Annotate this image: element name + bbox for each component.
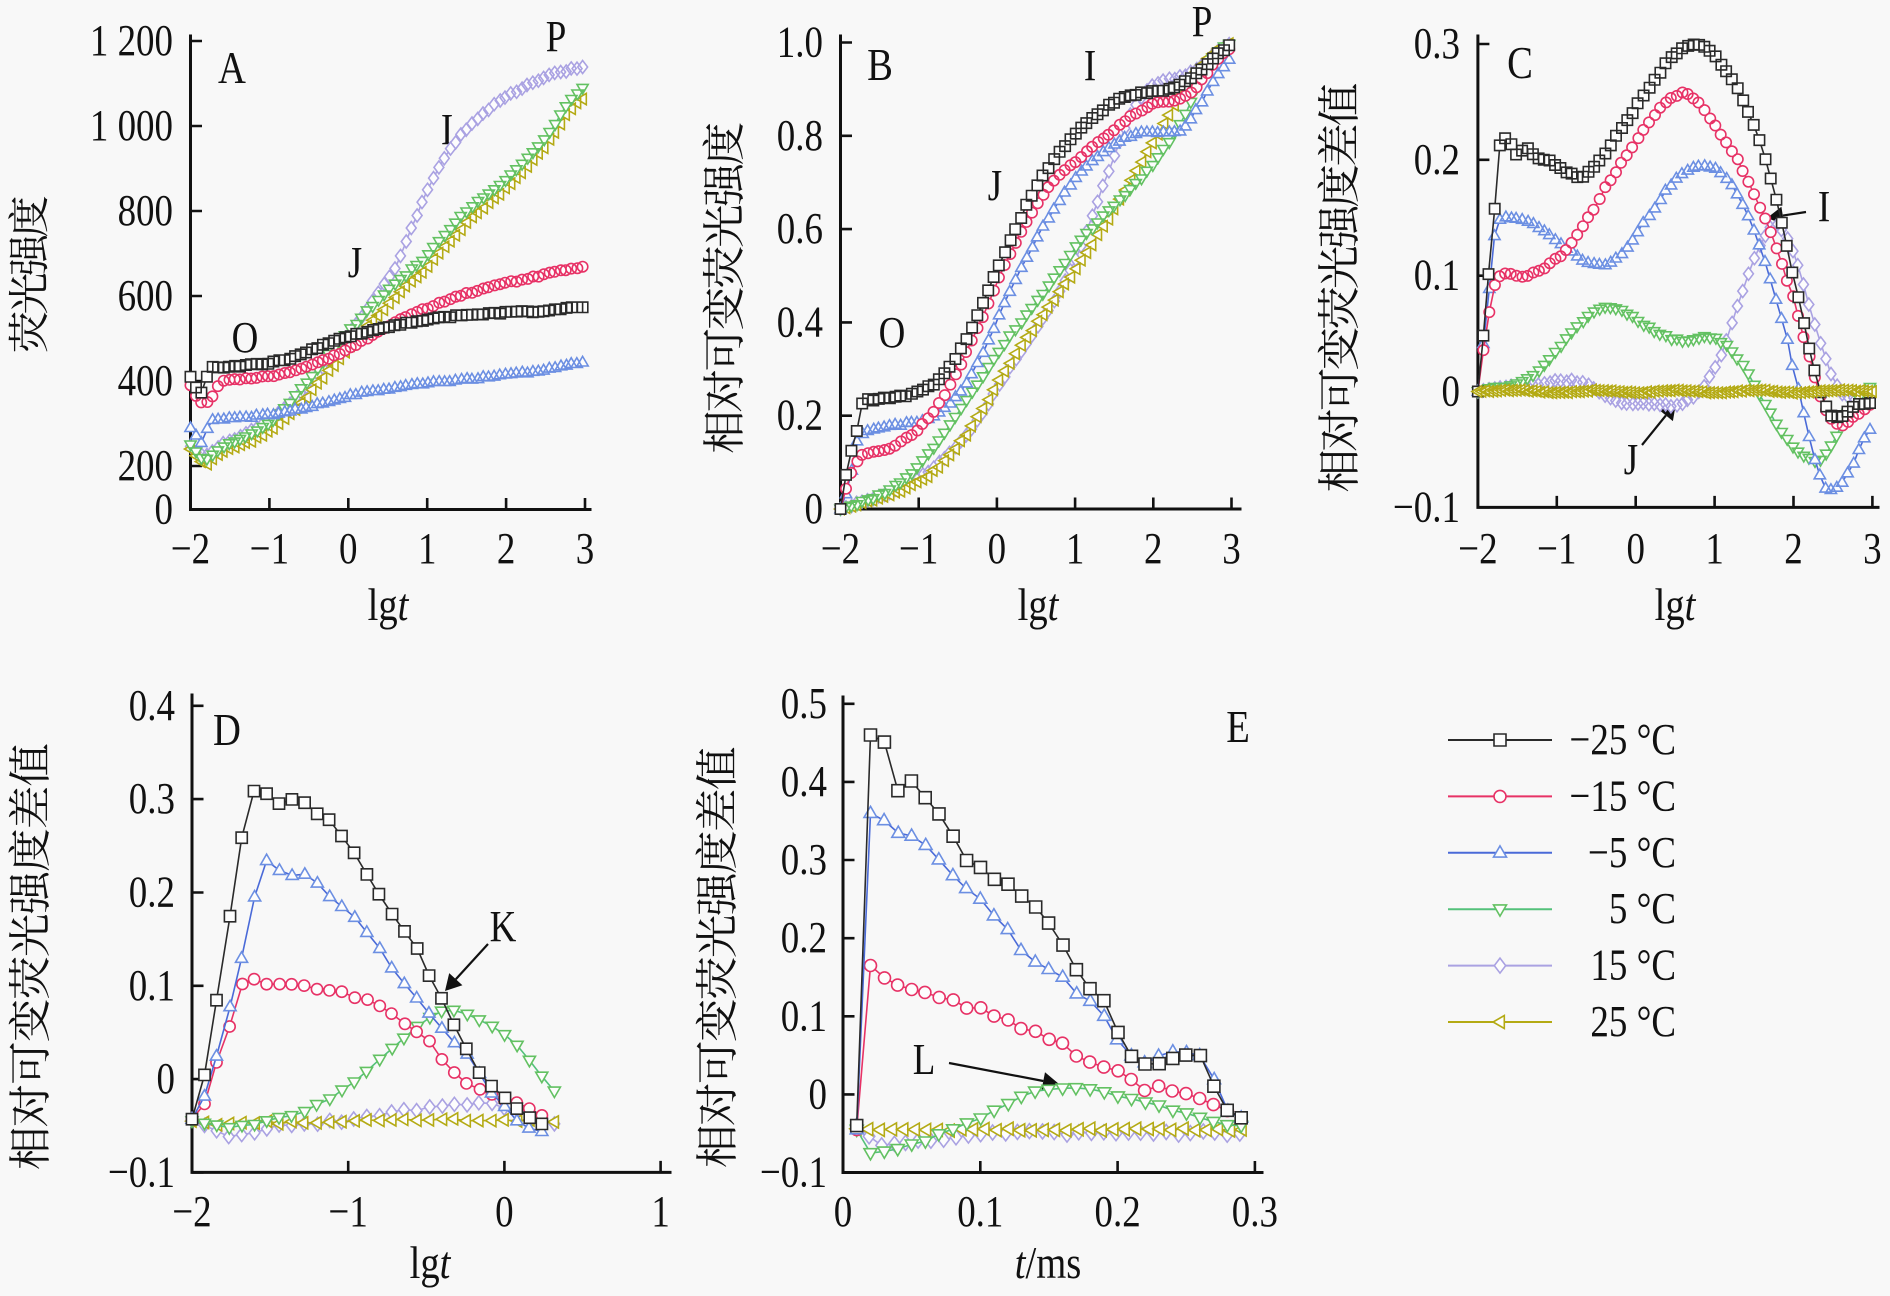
svg-text:−0.1: −0.1	[760, 1148, 827, 1197]
svg-text:O: O	[232, 313, 259, 362]
svg-text:D: D	[213, 705, 241, 756]
svg-text:J: J	[348, 238, 362, 287]
svg-text:0: 0	[805, 484, 823, 533]
svg-text:P: P	[546, 12, 567, 61]
svg-text:−0.1: −0.1	[108, 1147, 175, 1196]
svg-text:0: 0	[1626, 524, 1644, 573]
svg-text:0.2: 0.2	[1414, 135, 1460, 184]
svg-text:400: 400	[118, 356, 173, 405]
svg-text:1: 1	[1705, 524, 1723, 573]
svg-text:0.3: 0.3	[1232, 1187, 1278, 1236]
svg-text:0: 0	[339, 524, 357, 573]
svg-text:2: 2	[497, 524, 515, 573]
svg-text:0.3: 0.3	[1414, 19, 1460, 68]
svg-text:0.3: 0.3	[781, 835, 827, 884]
svg-text:J: J	[1624, 435, 1638, 484]
svg-text:0.1: 0.1	[781, 991, 827, 1040]
svg-text:−2: −2	[171, 524, 210, 573]
svg-text:0.2: 0.2	[777, 391, 823, 440]
svg-text:B: B	[867, 40, 893, 91]
svg-text:3: 3	[1863, 524, 1881, 573]
svg-text:lgt: lgt	[1018, 580, 1060, 631]
svg-text:−5 °C: −5 °C	[1588, 828, 1676, 877]
svg-text:0.3: 0.3	[129, 774, 175, 823]
svg-text:0: 0	[155, 485, 173, 534]
svg-text:0: 0	[834, 1187, 852, 1236]
svg-text:0.6: 0.6	[777, 204, 823, 253]
svg-text:0.4: 0.4	[129, 681, 175, 730]
svg-text:600: 600	[118, 271, 173, 320]
svg-text:2: 2	[1784, 524, 1802, 573]
svg-text:lgt: lgt	[1655, 580, 1697, 631]
svg-text:−0.1: −0.1	[1393, 482, 1460, 531]
svg-text:3: 3	[1222, 524, 1240, 573]
svg-text:25 °C: 25 °C	[1590, 997, 1676, 1046]
svg-text:P: P	[1192, 0, 1213, 46]
svg-text:0: 0	[157, 1054, 175, 1103]
svg-text:C: C	[1507, 38, 1533, 89]
svg-text:1: 1	[651, 1187, 669, 1236]
svg-text:I: I	[1818, 182, 1830, 231]
svg-text:800: 800	[118, 186, 173, 235]
svg-text:3: 3	[576, 524, 594, 573]
svg-text:−15 °C: −15 °C	[1570, 771, 1676, 820]
svg-text:0.2: 0.2	[781, 913, 827, 962]
svg-text:1 200: 1 200	[90, 16, 173, 65]
svg-text:15 °C: 15 °C	[1590, 941, 1676, 990]
svg-text:0: 0	[1442, 367, 1460, 416]
svg-text:−2: −2	[821, 524, 860, 573]
svg-text:−1: −1	[1537, 524, 1576, 573]
svg-text:0: 0	[988, 524, 1006, 573]
svg-text:O: O	[879, 308, 906, 357]
svg-text:−1: −1	[329, 1187, 368, 1236]
svg-text:−1: −1	[250, 524, 289, 573]
svg-text:0.2: 0.2	[129, 868, 175, 917]
svg-text:−2: −2	[1458, 524, 1497, 573]
svg-text:t/ms: t/ms	[1015, 1238, 1082, 1289]
svg-text:1: 1	[1066, 524, 1084, 573]
svg-text:−1: −1	[899, 524, 938, 573]
svg-text:2: 2	[1144, 524, 1162, 573]
svg-text:5 °C: 5 °C	[1609, 884, 1676, 933]
svg-text:I: I	[1084, 41, 1096, 90]
svg-text:−2: −2	[172, 1187, 211, 1236]
svg-text:0.4: 0.4	[777, 297, 823, 346]
svg-text:0.8: 0.8	[777, 111, 823, 160]
svg-text:A: A	[218, 43, 246, 94]
svg-text:1.0: 1.0	[777, 18, 823, 67]
svg-text:0.5: 0.5	[781, 679, 827, 728]
svg-text:K: K	[490, 902, 517, 951]
svg-text:0.1: 0.1	[129, 961, 175, 1010]
svg-text:1: 1	[418, 524, 436, 573]
svg-text:200: 200	[118, 441, 173, 490]
svg-text:0.4: 0.4	[781, 757, 827, 806]
svg-text:0.1: 0.1	[957, 1187, 1003, 1236]
svg-text:L: L	[913, 1035, 936, 1084]
svg-text:J: J	[988, 161, 1002, 210]
svg-text:−25 °C: −25 °C	[1570, 715, 1676, 764]
svg-text:lgt: lgt	[410, 1238, 452, 1289]
svg-text:0: 0	[809, 1069, 827, 1118]
svg-text:lgt: lgt	[368, 580, 410, 631]
svg-text:0: 0	[495, 1187, 513, 1236]
svg-text:1 000: 1 000	[90, 101, 173, 150]
svg-text:E: E	[1226, 702, 1250, 753]
svg-text:0.2: 0.2	[1095, 1187, 1141, 1236]
svg-text:0.1: 0.1	[1414, 251, 1460, 300]
